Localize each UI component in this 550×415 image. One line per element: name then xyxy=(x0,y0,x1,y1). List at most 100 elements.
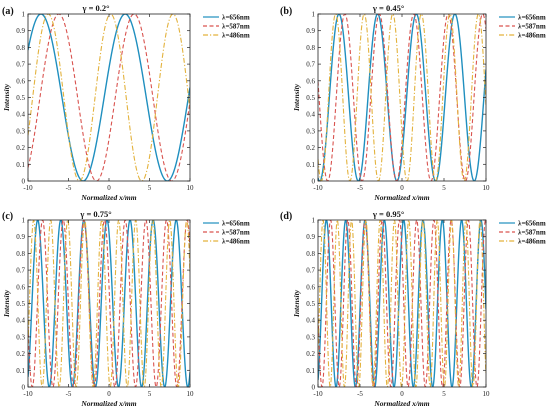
x-tick-label: 10 xyxy=(483,184,491,192)
y-tick-label: 1 xyxy=(22,11,26,19)
y-tick-label: 0.8 xyxy=(306,250,315,258)
legend-label-1: λ=656nm xyxy=(222,220,250,228)
y-tick-label: 0.3 xyxy=(16,333,25,341)
legend-label-3: λ=486nm xyxy=(222,238,250,246)
y-tick-label: 0.1 xyxy=(306,161,315,169)
y-tick-label: 0.1 xyxy=(16,367,25,375)
chart-title: γ = 0.75° xyxy=(79,209,111,219)
y-tick-label: 0 xyxy=(22,178,26,186)
y-axis-label: Intensity xyxy=(292,83,301,112)
y-tick-label: 0.7 xyxy=(306,267,315,275)
legend-label-1: λ=656nm xyxy=(518,220,546,228)
y-tick-label: 0.4 xyxy=(16,111,25,119)
chart-title: γ = 0.95° xyxy=(372,209,404,219)
y-tick-label: 0.2 xyxy=(16,144,25,152)
legend-label-1: λ=656nm xyxy=(518,14,546,22)
y-tick-label: 0.5 xyxy=(306,300,315,308)
x-tick-label: 10 xyxy=(187,390,195,398)
x-tick-label: -10 xyxy=(23,184,33,192)
series-line-3 xyxy=(28,14,190,181)
y-tick-label: 0.7 xyxy=(16,61,25,69)
y-tick-label: 0.6 xyxy=(16,283,25,291)
y-tick-label: 0.6 xyxy=(16,77,25,85)
panel-label: (a) xyxy=(2,6,14,17)
y-tick-label: 0.7 xyxy=(16,267,25,275)
panel-label: (d) xyxy=(280,211,292,222)
legend-label-3: λ=486nm xyxy=(518,32,546,40)
y-axis-label: Intensity xyxy=(292,289,301,318)
y-tick-label: 1 xyxy=(312,11,316,19)
y-tick-label: 0.1 xyxy=(16,161,25,169)
y-tick-label: 1 xyxy=(22,217,26,225)
y-tick-label: 0.4 xyxy=(306,317,315,325)
y-tick-label: 0.9 xyxy=(16,27,25,35)
y-tick-label: 0.3 xyxy=(306,127,315,135)
x-tick-label: 0 xyxy=(107,390,111,398)
y-tick-label: 0.5 xyxy=(16,94,25,102)
x-axis-label: Normalized x/mm xyxy=(373,399,429,408)
x-tick-label: 10 xyxy=(483,390,491,398)
panel-d: (d) 0 0.1 0.2 0.3 0.4 0.5 0.6 0.7 0.8 0.9 1 -10 -5 0 5 1… xyxy=(280,209,546,408)
y-tick-label: 0.6 xyxy=(306,77,315,85)
x-tick-label: 0 xyxy=(400,184,404,192)
y-tick-label: 0.3 xyxy=(16,127,25,135)
y-tick-label: 0.9 xyxy=(16,233,25,241)
series-line-3 xyxy=(318,14,486,181)
x-tick-label: -5 xyxy=(66,390,72,398)
panel-a: (a) 0 0.1 0.2 0.3 0.4 0.5 0.6 0.7 0.8 0.9 1 -10 -5 0 5 1… xyxy=(2,3,250,202)
panel-label: (b) xyxy=(280,6,292,17)
x-tick-label: -5 xyxy=(357,390,363,398)
y-tick-label: 0.5 xyxy=(306,94,315,102)
y-tick-label: 0.2 xyxy=(16,350,25,358)
series-line-3 xyxy=(318,220,486,387)
x-tick-label: 5 xyxy=(442,390,446,398)
x-tick-label: 5 xyxy=(148,184,152,192)
y-tick-label: 0.2 xyxy=(306,350,315,358)
y-tick-label: 0 xyxy=(22,384,26,392)
y-tick-label: 1 xyxy=(312,217,316,225)
y-tick-label: 0.5 xyxy=(16,300,25,308)
series-line-1 xyxy=(28,14,190,181)
legend-label-2: λ=587nm xyxy=(518,229,546,237)
y-tick-label: 0.8 xyxy=(306,44,315,52)
legend-label-3: λ=486nm xyxy=(518,238,546,246)
x-tick-label: 10 xyxy=(187,184,195,192)
legend-label-3: λ=486nm xyxy=(222,32,250,40)
x-axis-label: Normalized x/mm xyxy=(373,193,429,202)
y-tick-label: 0 xyxy=(312,384,316,392)
panel-label: (c) xyxy=(2,211,13,222)
panel-c: (c) 0 0.1 0.2 0.3 0.4 0.5 0.6 0.7 0.8 0.9 1 -10 -5 0 5 1… xyxy=(2,209,250,408)
x-tick-label: 0 xyxy=(107,184,111,192)
x-tick-label: 0 xyxy=(400,390,404,398)
legend-label-1: λ=656nm xyxy=(222,14,250,22)
y-tick-label: 0.3 xyxy=(306,333,315,341)
y-axis-label: Intensity xyxy=(2,83,11,112)
series-line-2 xyxy=(318,220,486,387)
y-tick-label: 0.8 xyxy=(16,250,25,258)
y-tick-label: 0.4 xyxy=(16,317,25,325)
x-tick-label: 5 xyxy=(148,390,152,398)
y-tick-label: 0.4 xyxy=(306,111,315,119)
y-tick-label: 0.6 xyxy=(306,283,315,291)
series-line-3 xyxy=(28,220,190,387)
series-line-2 xyxy=(28,220,190,387)
y-tick-label: 0.2 xyxy=(306,144,315,152)
chart-title: γ = 0.2° xyxy=(81,3,109,13)
x-tick-label: -10 xyxy=(313,390,323,398)
x-tick-label: 5 xyxy=(442,184,446,192)
y-tick-label: 0 xyxy=(312,178,316,186)
x-tick-label: -5 xyxy=(66,184,72,192)
x-axis-label: Normalized x/mm xyxy=(80,399,136,408)
chart-title: γ = 0.45° xyxy=(372,3,404,13)
y-axis-label: Intensity xyxy=(2,289,11,318)
x-axis-label: Normalized x/mm xyxy=(80,193,136,202)
x-tick-label: -10 xyxy=(23,390,33,398)
y-tick-label: 0.1 xyxy=(306,367,315,375)
series-line-2 xyxy=(28,14,190,181)
series-line-1 xyxy=(318,14,486,181)
x-tick-label: -10 xyxy=(313,184,323,192)
legend-label-2: λ=587nm xyxy=(222,23,250,31)
legend-label-2: λ=587nm xyxy=(518,23,546,31)
x-tick-label: -5 xyxy=(357,184,363,192)
